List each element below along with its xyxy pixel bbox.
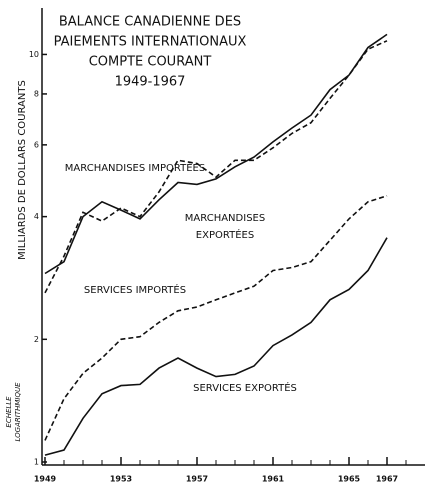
y-tick-label: 6 [34,140,39,149]
x-tick-label: 1967 [376,475,398,484]
x-tick-label: 1957 [186,475,208,484]
scale-label: ECHELLE [5,396,13,428]
x-tick-label: 1961 [262,475,285,484]
chart-title: BALANCE CANADIENNE DES [59,15,241,30]
series-line [44,237,388,456]
series-label: MARCHANDISES IMPORTÉES [64,163,206,174]
series-line [44,195,388,441]
chart-title: 1949-1967 [115,75,186,90]
series-label: MARCHANDISES EXPORTÉES [184,213,266,241]
chart-title: COMPTE COURANT [89,55,212,70]
x-tick-label: 1953 [110,475,132,484]
y-tick-label: 4 [34,212,39,221]
series-line [44,33,388,275]
series-label: SERVICES IMPORTÉS [83,285,187,296]
y-tick-label: 1 [34,458,39,467]
series-line [44,40,388,294]
y-tick-label: 2 [34,335,39,344]
x-tick-label: 1965 [338,475,361,484]
scale-label: LOGARITHMIQUE [14,382,22,442]
chart-title: PAIEMENTS INTERNATIONAUX [54,35,247,50]
y-tick-label: 8 [34,89,39,98]
series-label: SERVICES EXPORTÉS [193,383,297,394]
x-tick-label: 1949 [34,475,57,484]
y-axis-label: MILLIARDS DE DOLLARS COURANTS [17,80,28,260]
y-tick-label: 10 [29,50,39,59]
